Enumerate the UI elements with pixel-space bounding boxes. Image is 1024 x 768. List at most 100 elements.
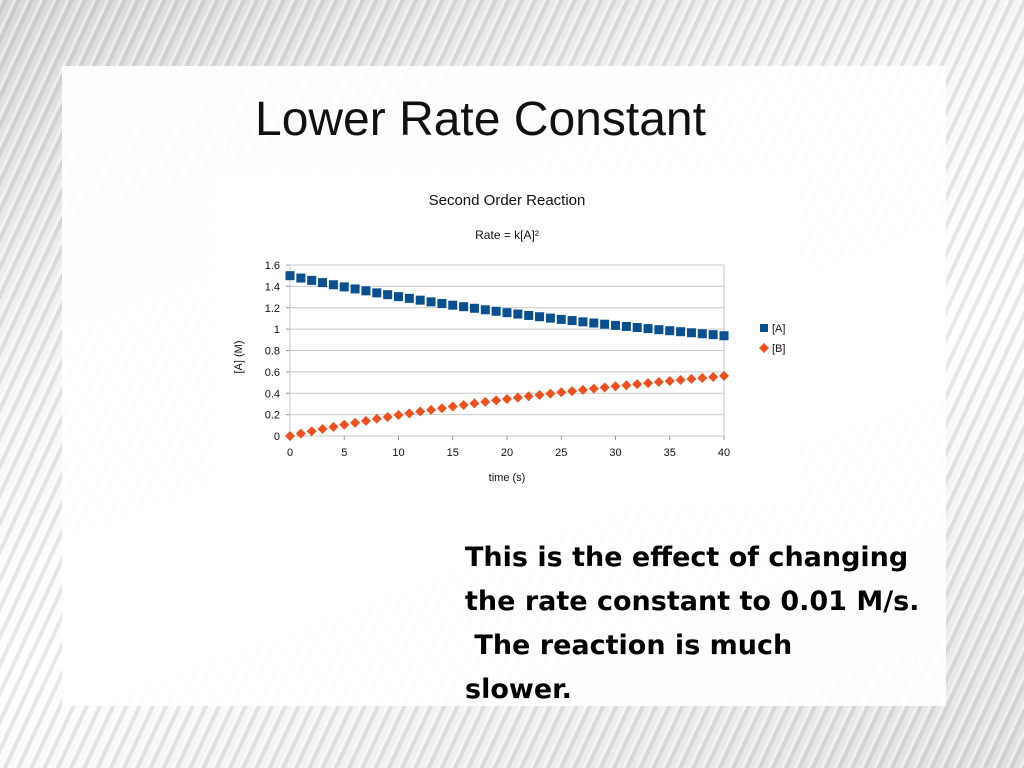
- series-b-point: [404, 408, 415, 419]
- series-b-point: [469, 398, 480, 409]
- x-tick-label: 35: [664, 447, 676, 459]
- series-a-point: [437, 298, 447, 308]
- slide-title: Lower Rate Constant: [255, 93, 706, 146]
- series-a-point: [361, 286, 371, 296]
- series-b-point: [610, 381, 621, 392]
- series-b-point: [317, 424, 328, 435]
- y-tick-label: 1.2: [265, 303, 280, 315]
- series-a-point: [469, 303, 479, 313]
- series-a-point: [611, 320, 620, 330]
- series-b-point: [382, 411, 393, 422]
- series-b-point: [371, 413, 382, 424]
- series-b-point: [328, 421, 339, 432]
- y-axis-label: [A] (M): [233, 341, 245, 374]
- series-a-point: [665, 326, 675, 336]
- series-a-point: [600, 319, 610, 329]
- series-b-point: [306, 426, 317, 437]
- x-tick-label: 30: [609, 447, 621, 459]
- series-a-point: [686, 328, 696, 338]
- x-tick-label: 25: [555, 447, 567, 459]
- series-a-point: [535, 312, 545, 322]
- series-b-point: [295, 428, 306, 439]
- legend-label: [A]: [772, 323, 785, 335]
- series-a-point: [697, 329, 707, 339]
- series-b-point: [350, 417, 361, 428]
- y-tick-label: 1.4: [265, 281, 280, 293]
- y-tick-label: 0: [274, 431, 280, 443]
- series-b-point: [502, 394, 512, 405]
- series-a-point: [567, 316, 577, 326]
- series-a-point: [578, 317, 588, 327]
- series-a-point: [383, 290, 393, 300]
- series-a-point: [589, 318, 599, 328]
- x-tick-label: 15: [447, 447, 459, 459]
- series-b-point: [447, 401, 458, 412]
- series-a-point: [285, 271, 295, 281]
- series-b-point: [599, 382, 610, 393]
- series-a-point: [556, 314, 566, 324]
- series-b-point: [458, 400, 469, 411]
- x-tick-label: 40: [718, 447, 730, 459]
- series-a-point: [524, 310, 534, 320]
- y-tick-label: 0.6: [265, 367, 280, 379]
- series-b-point: [534, 389, 545, 400]
- x-tick-label: 10: [392, 447, 404, 459]
- slide-body-text: This is the effect of changing the rate …: [465, 536, 985, 712]
- body-line: The reaction is much: [465, 630, 793, 661]
- series-a-point: [318, 278, 328, 288]
- series-a-point: [372, 288, 382, 298]
- body-line: the rate constant to 0.01 M/s.: [465, 586, 920, 617]
- series-a-point: [632, 323, 642, 333]
- series-b-point: [512, 392, 523, 403]
- y-tick-label: 1.6: [265, 260, 280, 272]
- x-tick-label: 5: [341, 447, 347, 459]
- y-tick-label: 0.4: [265, 388, 280, 400]
- series-a-point: [621, 321, 631, 331]
- series-a-point: [350, 284, 360, 294]
- series-b-point: [480, 396, 491, 407]
- series-a-point: [491, 306, 501, 316]
- series-b-point: [339, 419, 350, 430]
- series-a-point: [426, 297, 436, 307]
- series-b-point: [436, 403, 447, 414]
- series-b-point: [588, 383, 599, 394]
- chart-title: Second Order Reaction: [429, 192, 586, 209]
- series-a-point: [307, 275, 317, 285]
- legend-marker-a: [760, 324, 768, 332]
- series-b-point: [675, 374, 686, 385]
- series-a-point: [719, 331, 729, 341]
- series-a-point: [502, 308, 512, 318]
- series-b-point: [719, 370, 729, 381]
- body-line: slower.: [465, 674, 572, 705]
- x-axis-label: time (s): [489, 472, 526, 484]
- chart-subtitle: Rate = k[A]²: [475, 228, 539, 242]
- y-tick-label: 1: [274, 324, 280, 336]
- legend-label: [B]: [772, 343, 785, 355]
- series-b-point: [426, 404, 437, 415]
- series-a-point: [328, 280, 338, 290]
- series-b-point: [545, 388, 556, 399]
- series-a-point: [448, 300, 458, 310]
- series-a-point: [513, 309, 523, 319]
- series-b-point: [653, 377, 664, 388]
- chart-svg: Second Order Reaction Rate = k[A]² [A] (…: [233, 192, 785, 484]
- x-tick-label: 20: [501, 447, 513, 459]
- series-a-point: [459, 302, 469, 312]
- series-b-point: [577, 384, 588, 395]
- series-a-point: [643, 324, 653, 334]
- x-tick-label: 0: [287, 447, 293, 459]
- series-b-point: [415, 406, 426, 417]
- body-line: This is the effect of changing: [465, 542, 909, 573]
- series-b-point: [621, 380, 632, 391]
- series-a-point: [296, 273, 306, 283]
- y-tick-label: 0.8: [265, 346, 280, 358]
- series-b-point: [360, 415, 371, 426]
- legend-marker-b: [759, 343, 769, 353]
- series-b-point: [697, 372, 708, 383]
- series-b-point: [491, 395, 502, 406]
- y-tick-label: 0.2: [265, 410, 280, 422]
- series-a-point: [708, 330, 718, 340]
- series-b-point: [643, 378, 654, 389]
- chart-area: Second Order Reaction Rate = k[A]² [A] (…: [214, 175, 798, 501]
- series-a-point: [404, 293, 414, 303]
